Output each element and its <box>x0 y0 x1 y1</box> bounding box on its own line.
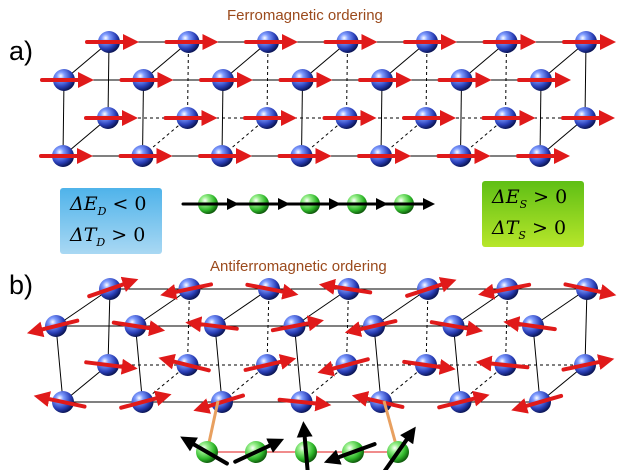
spin-arrow <box>475 355 530 372</box>
lattice-edge-hidden <box>425 41 428 119</box>
lattice-edge <box>214 325 223 403</box>
lattice-edge-hidden <box>187 288 190 366</box>
spin-arrow <box>318 278 373 295</box>
spin-arrow <box>344 319 398 337</box>
lattice-edge-hidden <box>266 288 270 366</box>
lattice-edge <box>107 41 110 119</box>
lattice-edge <box>453 325 461 403</box>
lattice-edge <box>107 288 111 366</box>
spin-arrow <box>33 391 87 409</box>
ferromagnetic-molecule-chain <box>181 194 435 214</box>
spin-arrow <box>503 316 557 332</box>
lattice-edge-hidden <box>346 288 349 366</box>
spin-arrow <box>193 393 245 414</box>
dipolar-energy-box: ΔED < 0 ΔTD > 0 <box>60 188 162 254</box>
dipolar-energy-relation: ΔED < 0 <box>70 193 147 218</box>
lattice-edge <box>584 41 587 119</box>
spin-arrow <box>158 353 211 373</box>
spin-arrow <box>437 390 490 410</box>
lattice-edge <box>301 79 303 157</box>
panel-a-label: a) <box>9 36 34 66</box>
antiferromagnetic-molecule-chain <box>180 400 416 470</box>
spin-arrow <box>317 357 370 377</box>
spin-arrow <box>561 354 615 372</box>
spin-arrow <box>511 393 564 414</box>
lattice-edge-hidden <box>505 288 508 366</box>
lattice-edge <box>380 79 383 157</box>
ferromagnetic-title: Ferromagnetic ordering <box>227 7 383 24</box>
spin-arrow <box>270 315 324 333</box>
spin-arrow <box>405 277 457 298</box>
molecule-spin-arrow <box>323 442 377 465</box>
spin-arrow <box>402 359 456 375</box>
lattice-edge <box>539 79 542 157</box>
lattice-edge <box>460 79 462 157</box>
spin-arrow <box>478 282 532 300</box>
lattice-edge-hidden <box>187 41 189 119</box>
lattice-edge <box>62 79 65 157</box>
antiferromagnetic-title: Antiferromagnetic ordering <box>210 258 387 275</box>
spin-arrow <box>87 276 139 299</box>
spin-energy-box: ΔES > 0 ΔTS > 0 <box>482 181 584 247</box>
antiferromagnetic-lattice <box>26 276 617 414</box>
spin-arrow <box>243 354 297 372</box>
lattice-edge <box>55 325 64 403</box>
spin-energy-relation: ΔES > 0 <box>492 186 568 211</box>
spin-arrow <box>26 318 80 338</box>
spin-arrow <box>84 358 138 375</box>
lattice-edge-hidden <box>266 41 269 119</box>
spin-arrow <box>351 391 405 409</box>
dipolar-temperature-relation: ΔTD > 0 <box>70 224 146 249</box>
spin-arrow <box>160 282 213 300</box>
lattice-edge <box>142 79 144 157</box>
ferromagnetic-lattice <box>39 31 616 167</box>
molecule-spin-arrow <box>180 436 229 466</box>
molecule-spin-arrow <box>233 438 285 464</box>
spin-arrow <box>111 320 166 337</box>
lattice-edge-hidden <box>505 41 507 119</box>
spin-arrow <box>563 282 617 300</box>
spin-arrow <box>119 390 172 410</box>
spin-arrow <box>245 282 299 300</box>
lattice-edge-hidden <box>425 288 429 366</box>
spin-temperature-relation: ΔTS > 0 <box>492 217 567 242</box>
lattice-edge <box>135 325 143 403</box>
lattice-edge-hidden <box>346 41 348 119</box>
molecule-spin-arrow <box>382 426 416 470</box>
lattice-edge <box>294 325 302 403</box>
molecule-spin-arrow <box>296 421 313 470</box>
panel-b-label: b) <box>9 270 34 300</box>
spin-arrow <box>277 395 332 412</box>
spin-arrow <box>185 316 239 333</box>
spin-arrow <box>429 320 484 337</box>
lattice-edge <box>532 325 541 403</box>
lattice-edge <box>221 79 224 157</box>
lattice-edge <box>373 325 382 403</box>
lattice-edge <box>584 288 588 366</box>
